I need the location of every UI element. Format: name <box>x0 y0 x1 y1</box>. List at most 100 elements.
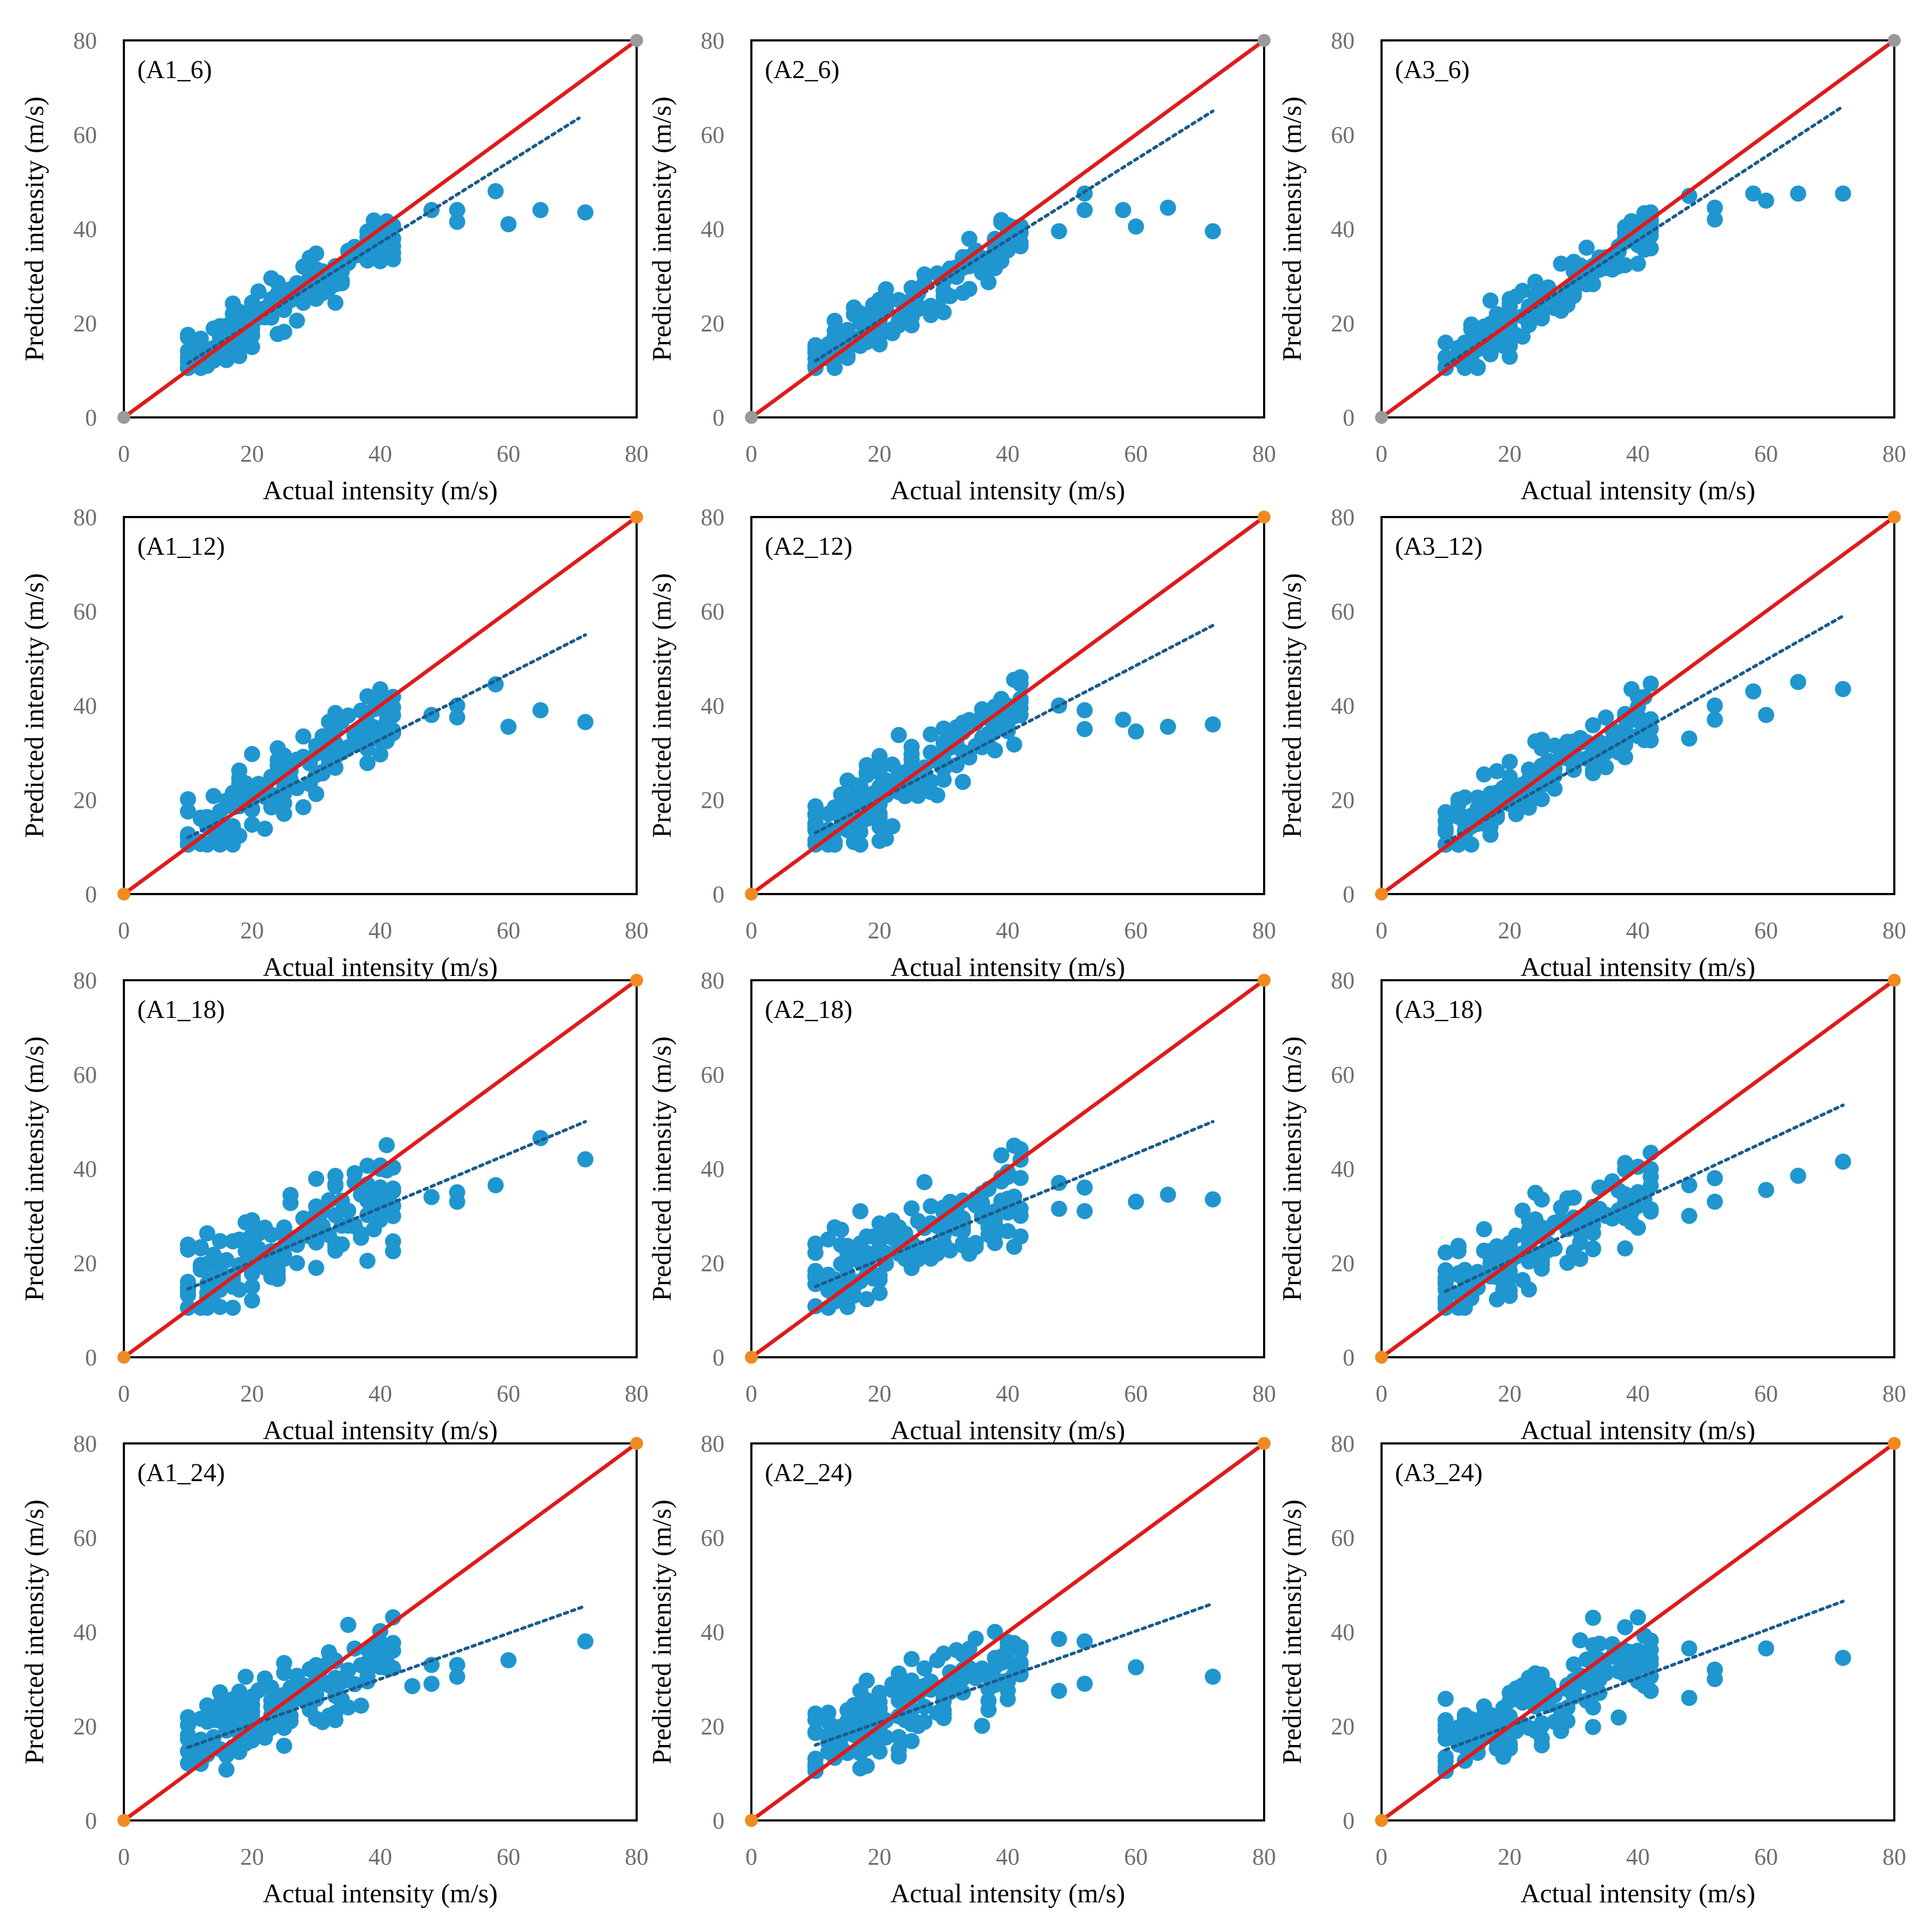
data-point <box>954 773 971 790</box>
data-point <box>212 1233 228 1250</box>
x-tick-label: 20 <box>240 917 264 944</box>
data-point <box>1514 282 1531 299</box>
data-point <box>807 822 824 839</box>
y-tick-label: 40 <box>701 693 724 719</box>
data-point <box>449 202 465 218</box>
identity-endpoint <box>630 34 643 47</box>
y-tick-label: 20 <box>701 310 724 337</box>
data-point <box>890 727 907 743</box>
data-point <box>1438 334 1454 351</box>
x-tick-label: 60 <box>1124 441 1148 467</box>
y-tick-label: 60 <box>73 122 97 148</box>
x-axis-label: Actual intensity (m/s) <box>890 475 1125 505</box>
data-point <box>1585 1699 1601 1716</box>
data-point <box>308 1170 324 1187</box>
x-tick-label: 0 <box>745 1844 757 1870</box>
data-point <box>1566 1687 1582 1704</box>
data-point <box>359 688 376 704</box>
x-tick-label: 60 <box>497 441 520 467</box>
data-point <box>1617 749 1634 765</box>
data-point <box>1000 1691 1016 1707</box>
data-point <box>212 1299 228 1315</box>
y-tick-label: 80 <box>73 27 97 54</box>
data-point <box>839 1246 856 1262</box>
data-point <box>250 283 267 300</box>
x-tick-label: 40 <box>368 917 392 944</box>
data-point <box>1642 732 1659 749</box>
data-point <box>974 1718 991 1734</box>
data-point <box>282 1195 299 1211</box>
x-tick-label: 20 <box>868 441 891 467</box>
y-axis-label: Predicted intensity (m/s) <box>646 1036 676 1301</box>
x-axis-label: Actual intensity (m/s) <box>1521 1878 1755 1908</box>
data-point <box>1502 1269 1518 1286</box>
data-point <box>1521 761 1537 778</box>
data-point <box>308 245 324 262</box>
y-axis-label: Predicted intensity (m/s) <box>646 1499 676 1764</box>
data-point <box>1012 1170 1029 1187</box>
data-point <box>1706 211 1723 228</box>
y-tick-label: 40 <box>1331 693 1355 719</box>
data-point <box>1630 1609 1646 1625</box>
panel-label: (A1_12) <box>137 532 225 561</box>
data-point <box>1508 1227 1524 1244</box>
x-tick-label: 20 <box>868 1844 891 1870</box>
data-point <box>269 1267 286 1284</box>
data-point <box>1546 780 1563 797</box>
data-point <box>1160 199 1176 216</box>
data-point <box>1502 1708 1518 1725</box>
data-point <box>1533 1730 1550 1747</box>
data-point <box>353 1697 369 1714</box>
data-point <box>1758 1640 1774 1657</box>
data-point <box>1521 1253 1537 1270</box>
data-point <box>1469 359 1486 376</box>
x-axis-label: Actual intensity (m/s) <box>890 1878 1125 1908</box>
x-tick-label: 60 <box>1124 1844 1148 1870</box>
data-point <box>180 326 196 343</box>
x-tick-label: 60 <box>497 1380 520 1407</box>
data-point <box>449 213 465 230</box>
data-point <box>577 1633 594 1650</box>
y-axis-label: Predicted intensity (m/s) <box>19 573 49 838</box>
y-tick-label: 60 <box>1331 122 1355 148</box>
data-point <box>532 202 549 218</box>
y-tick-label: 80 <box>1331 1430 1355 1457</box>
data-point <box>890 1729 907 1746</box>
x-tick-label: 20 <box>868 917 891 944</box>
data-point <box>225 1300 241 1316</box>
x-tick-label: 80 <box>1252 917 1276 944</box>
data-point <box>500 718 517 735</box>
data-point <box>1533 731 1550 748</box>
x-tick-label: 20 <box>240 441 264 467</box>
data-point <box>1160 718 1176 735</box>
data-point <box>1617 1619 1634 1636</box>
panel-label: (A2_6) <box>765 55 840 84</box>
data-point <box>327 295 344 311</box>
data-point <box>385 1243 401 1260</box>
data-point <box>1456 789 1473 806</box>
data-point <box>910 298 926 315</box>
data-point <box>1076 1203 1093 1219</box>
data-point <box>276 806 292 822</box>
y-axis-label: Predicted intensity (m/s) <box>646 96 676 361</box>
data-point <box>884 818 901 835</box>
x-axis-label: Actual intensity (m/s) <box>1521 952 1755 982</box>
data-point <box>1469 1737 1486 1754</box>
data-point <box>1790 1168 1807 1184</box>
data-point <box>385 1180 401 1197</box>
data-point <box>1745 683 1762 700</box>
data-point <box>1012 1643 1029 1659</box>
identity-line <box>750 515 1266 896</box>
y-tick-label: 0 <box>713 404 724 431</box>
y-tick-label: 80 <box>73 504 97 531</box>
scatter-panel: 0 20 40 60 80 0 20 40 60 80 Actual intensity (m/s)… <box>19 27 648 505</box>
data-point <box>923 1198 939 1215</box>
data-point <box>1566 1189 1582 1206</box>
data-point <box>987 1624 1003 1640</box>
y-tick-label: 80 <box>1331 504 1355 531</box>
data-point <box>276 1655 292 1671</box>
data-point <box>859 1291 875 1308</box>
data-point <box>916 1714 933 1730</box>
data-point <box>180 1241 196 1258</box>
identity-line <box>750 1442 1266 1822</box>
